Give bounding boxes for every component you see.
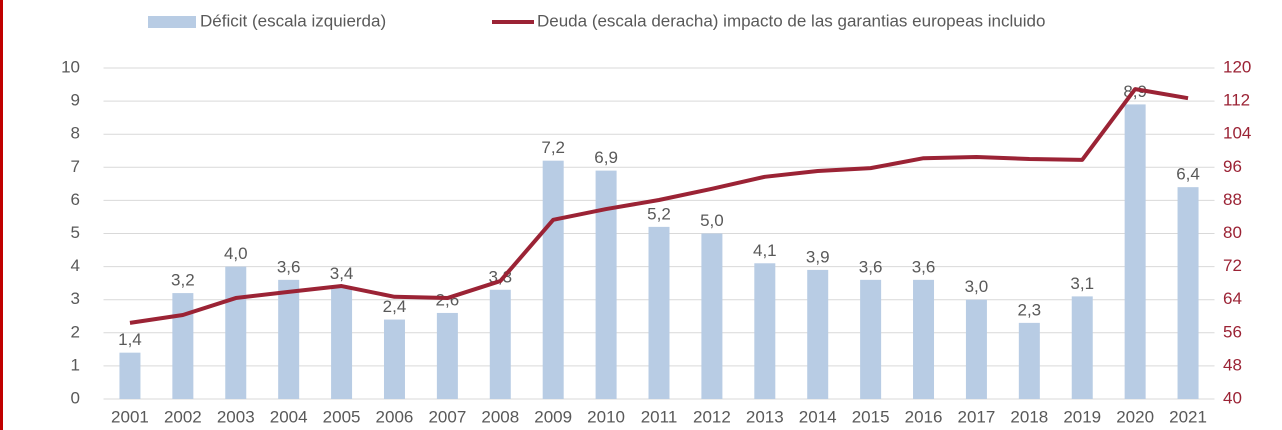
data-label: 5,0 bbox=[700, 211, 724, 230]
y-tick-label: 7 bbox=[71, 157, 80, 176]
y2-tick-label: 96 bbox=[1223, 157, 1242, 176]
data-label: 5,2 bbox=[647, 204, 671, 223]
y2-tick-label: 88 bbox=[1223, 190, 1242, 209]
edge-accent bbox=[0, 0, 3, 430]
y2-tick-label: 56 bbox=[1223, 322, 1242, 341]
legend-swatch bbox=[148, 16, 196, 28]
x-tick-label: 2002 bbox=[164, 407, 202, 426]
x-tick-label: 2008 bbox=[481, 407, 519, 426]
x-tick-label: 2015 bbox=[852, 407, 890, 426]
y-tick-label: 2 bbox=[71, 322, 80, 341]
bar bbox=[225, 266, 247, 399]
data-label: 3,2 bbox=[171, 271, 195, 290]
y-tick-label: 6 bbox=[71, 190, 80, 209]
x-tick-label: 2017 bbox=[958, 407, 996, 426]
x-tick-label: 2005 bbox=[323, 407, 361, 426]
y2-tick-label: 48 bbox=[1223, 355, 1242, 374]
y-tick-label: 1 bbox=[71, 355, 80, 374]
bar bbox=[119, 352, 141, 399]
y-tick-label: 0 bbox=[71, 388, 80, 407]
x-tick-label: 2016 bbox=[905, 407, 943, 426]
bar bbox=[1177, 187, 1199, 399]
x-tick-label: 2010 bbox=[587, 407, 625, 426]
x-tick-label: 2006 bbox=[376, 407, 414, 426]
data-label: 4,0 bbox=[224, 244, 248, 263]
data-label: 1,4 bbox=[118, 330, 142, 349]
bar bbox=[172, 293, 194, 399]
data-label: 3,4 bbox=[330, 264, 354, 283]
bar bbox=[913, 279, 935, 399]
data-label: 3,6 bbox=[859, 257, 883, 276]
data-label: 6,9 bbox=[594, 148, 618, 167]
legend-label: Déficit (escala izquierda) bbox=[200, 11, 386, 30]
data-label: 3,0 bbox=[965, 277, 989, 296]
x-tick-label: 2012 bbox=[693, 407, 731, 426]
data-label: 3,6 bbox=[912, 257, 936, 276]
x-tick-label: 2009 bbox=[534, 407, 572, 426]
x-tick-label: 2011 bbox=[641, 407, 678, 426]
data-label: 3,9 bbox=[806, 247, 830, 266]
bar bbox=[331, 286, 353, 399]
y-tick-label: 5 bbox=[71, 223, 80, 242]
bar bbox=[1018, 322, 1040, 399]
x-tick-label: 2019 bbox=[1063, 407, 1101, 426]
legend-label: Deuda (escala deracha) impacto de las ga… bbox=[537, 11, 1045, 30]
data-label: 6,4 bbox=[1176, 165, 1200, 184]
data-label: 2,3 bbox=[1018, 300, 1042, 319]
y2-tick-label: 64 bbox=[1223, 289, 1242, 308]
y2-tick-label: 104 bbox=[1223, 124, 1251, 143]
data-label: 3,1 bbox=[1070, 274, 1094, 293]
data-label: 2,4 bbox=[383, 297, 407, 316]
x-tick-label: 2013 bbox=[746, 407, 784, 426]
x-tick-label: 2020 bbox=[1116, 407, 1154, 426]
y2-tick-label: 40 bbox=[1223, 388, 1242, 407]
x-tick-label: 2018 bbox=[1010, 407, 1048, 426]
bar bbox=[965, 299, 987, 399]
bar bbox=[542, 160, 564, 399]
bar bbox=[807, 269, 829, 399]
bar bbox=[701, 233, 723, 399]
bar bbox=[436, 312, 458, 399]
bar bbox=[648, 226, 670, 399]
y2-tick-label: 112 bbox=[1223, 91, 1250, 110]
bar bbox=[489, 289, 511, 399]
bar bbox=[278, 279, 300, 399]
x-tick-label: 2021 bbox=[1169, 407, 1207, 426]
data-label: 4,1 bbox=[753, 241, 777, 260]
x-tick-label: 2001 bbox=[111, 407, 149, 426]
x-tick-label: 2004 bbox=[270, 407, 308, 426]
data-label: 3,6 bbox=[277, 257, 301, 276]
y-tick-label: 8 bbox=[71, 124, 80, 143]
x-tick-label: 2007 bbox=[428, 407, 466, 426]
bar bbox=[1071, 296, 1093, 399]
x-tick-label: 2003 bbox=[217, 407, 255, 426]
y2-tick-label: 120 bbox=[1223, 57, 1251, 76]
bar bbox=[1124, 104, 1146, 399]
y-tick-label: 10 bbox=[61, 57, 80, 76]
data-label: 7,2 bbox=[541, 138, 565, 157]
bar bbox=[595, 170, 617, 399]
x-tick-label: 2014 bbox=[799, 407, 837, 426]
y-tick-label: 9 bbox=[71, 91, 80, 110]
y2-tick-label: 80 bbox=[1223, 223, 1242, 242]
bar bbox=[860, 279, 882, 399]
bar bbox=[383, 319, 405, 399]
y2-tick-label: 72 bbox=[1223, 256, 1242, 275]
y-tick-label: 4 bbox=[71, 256, 80, 275]
line bbox=[129, 87, 1189, 325]
y-tick-label: 3 bbox=[71, 289, 80, 308]
bar bbox=[754, 263, 776, 399]
